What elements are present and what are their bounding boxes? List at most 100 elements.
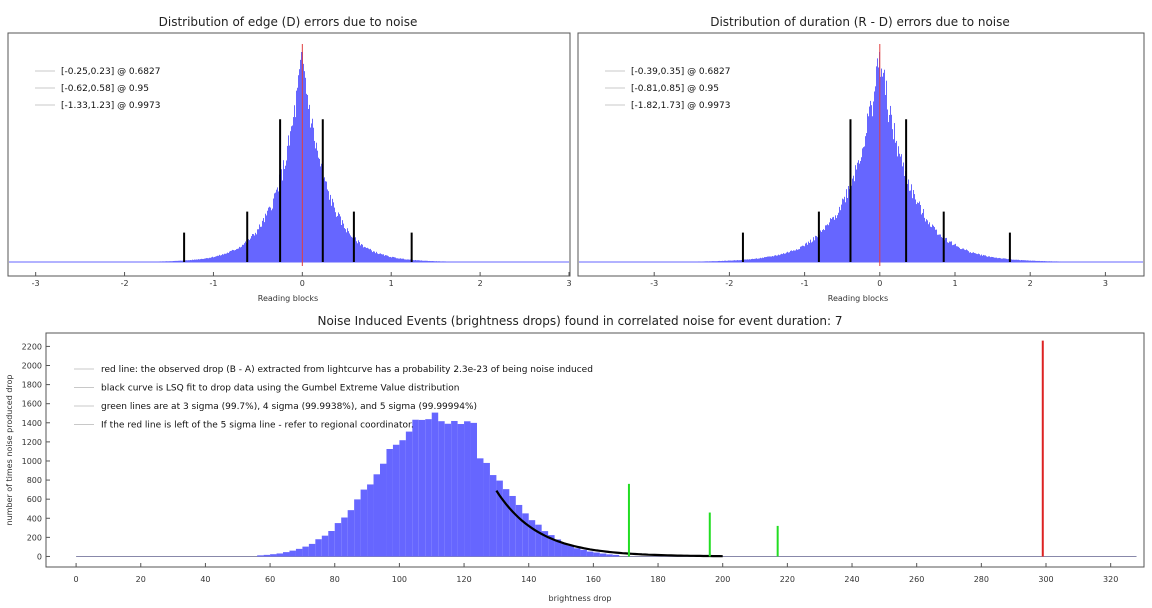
c1-hist-bar: [324, 177, 325, 262]
noise-hist-bar: [367, 484, 374, 557]
c2-hist-bar: [705, 261, 706, 262]
c2-hist-bar: [946, 237, 947, 262]
c1-hist-bar: [410, 259, 411, 262]
c1-hist-bar: [432, 261, 433, 262]
c2-hist-bar: [978, 253, 979, 262]
noise-y-tick-label: 1000: [22, 457, 42, 466]
c1-hist-bar: [233, 250, 234, 262]
c2-hist-bar: [925, 221, 926, 262]
c1-hist-bar: [236, 249, 237, 262]
c2-hist-bar: [870, 100, 871, 263]
c2-hist-bar: [860, 161, 861, 262]
c2-hist-bar: [1043, 261, 1044, 262]
c1-hist-bar: [445, 261, 446, 262]
c1-hist-bar: [393, 256, 394, 262]
c2-hist-bar: [913, 190, 914, 262]
c2-hist-bar: [798, 249, 799, 262]
c2-hist-bar: [704, 261, 705, 262]
c1-hist-bar: [268, 207, 269, 262]
c1-hist-bar: [373, 251, 374, 262]
c1-hist-bar: [300, 59, 301, 262]
c2-hist-bar: [1050, 261, 1051, 262]
noise-hist-bar: [263, 554, 271, 557]
noise-y-tick-label: 1800: [22, 381, 42, 390]
noise-x-tick-label: 80: [330, 575, 340, 584]
c2-hist-bar: [981, 254, 982, 262]
c2-hist-bar: [1033, 260, 1034, 262]
c2-hist-bar: [886, 80, 887, 262]
noise-x-tick-label: 220: [780, 575, 795, 584]
c2-hist-bar: [763, 257, 764, 262]
c1-hist-bar: [438, 261, 439, 262]
c1-hist-bar: [189, 260, 190, 262]
c2-hist-bar: [764, 257, 765, 262]
c1-hist-bar: [429, 260, 430, 262]
c1-hist-bar: [334, 207, 335, 262]
c2-hist-bar: [953, 244, 954, 262]
c2-hist-bar: [904, 175, 905, 262]
c1-hist-bar: [223, 254, 224, 262]
c1-hist-bar: [435, 261, 436, 262]
c1-hist-bar: [211, 257, 212, 262]
c1-hist-bar: [287, 145, 288, 262]
noise-hist-bar: [502, 489, 510, 557]
c1-hist-bar: [399, 258, 400, 262]
c2-hist-bar: [991, 256, 992, 262]
c2-hist-bar: [732, 260, 733, 262]
c2-hist-bar: [1051, 261, 1052, 262]
c1-hist-bar: [424, 260, 425, 262]
noise-hist-bar: [392, 444, 400, 557]
c1-hist-bar: [288, 135, 289, 262]
c2-hist-bar: [908, 179, 909, 262]
c2-hist-bar: [880, 76, 881, 262]
c2-hist-bar: [871, 105, 872, 262]
noise-x-tick-label: 0: [74, 575, 79, 584]
noise-hist-bar: [548, 535, 555, 557]
c1-hist-bar: [267, 210, 268, 262]
c2-hist-bar: [959, 247, 960, 262]
c1-hist-bar: [389, 257, 390, 262]
c2-hist-bar: [1017, 259, 1018, 262]
c1-hist-bar: [416, 260, 417, 262]
c1-hist-bar: [320, 166, 321, 262]
c2-hist-bar: [901, 154, 902, 262]
c2-hist-bar: [697, 261, 698, 262]
c2-hist-bar: [916, 204, 917, 262]
c1-hist-bar: [227, 252, 228, 262]
c1-hist-bar: [347, 228, 348, 262]
c2-hist-bar: [1052, 261, 1053, 262]
c1-hist-bar: [256, 234, 257, 262]
c1-hist-bar: [219, 254, 220, 262]
noise-y-tick-label: 400: [27, 514, 42, 523]
c1-hist-bar: [188, 260, 189, 262]
c2-hist-bar: [921, 214, 922, 262]
c2-tick-label: 2: [1028, 279, 1033, 288]
c1-hist-bar: [340, 216, 341, 262]
noise-x-tick-label: 280: [974, 575, 989, 584]
noise-hist-bar: [528, 520, 536, 557]
c2-hist-bar: [927, 220, 928, 262]
c2-hist-bar: [949, 241, 950, 262]
noise-hist-bar: [541, 531, 549, 557]
noise-y-tick-label: 1400: [22, 419, 42, 428]
c2-hist-bar: [919, 201, 920, 262]
c2-hist-bar: [808, 241, 809, 262]
c2-hist-bar: [875, 86, 876, 262]
c2-hist-bar: [726, 260, 727, 262]
c2-hist-bar: [793, 250, 794, 262]
noise-hist-bar: [399, 440, 406, 557]
c2-hist-bar: [807, 244, 808, 262]
c1-hist-bar: [394, 257, 395, 262]
c1-hist-bar: [203, 258, 204, 262]
c1-hist-bar: [390, 256, 391, 262]
c2-hist-bar: [769, 256, 770, 262]
c2-hist-bar: [863, 147, 864, 262]
c2-hist-bar: [941, 237, 942, 262]
c1-hist-bar: [344, 228, 345, 262]
c1-hist-bar: [272, 208, 273, 262]
c2-hist-bar: [955, 243, 956, 262]
c1-hist-bar: [209, 257, 210, 262]
c1-hist-bar: [180, 260, 181, 262]
c2-hist-bar: [997, 258, 998, 262]
c1-hist-bar: [238, 248, 239, 262]
